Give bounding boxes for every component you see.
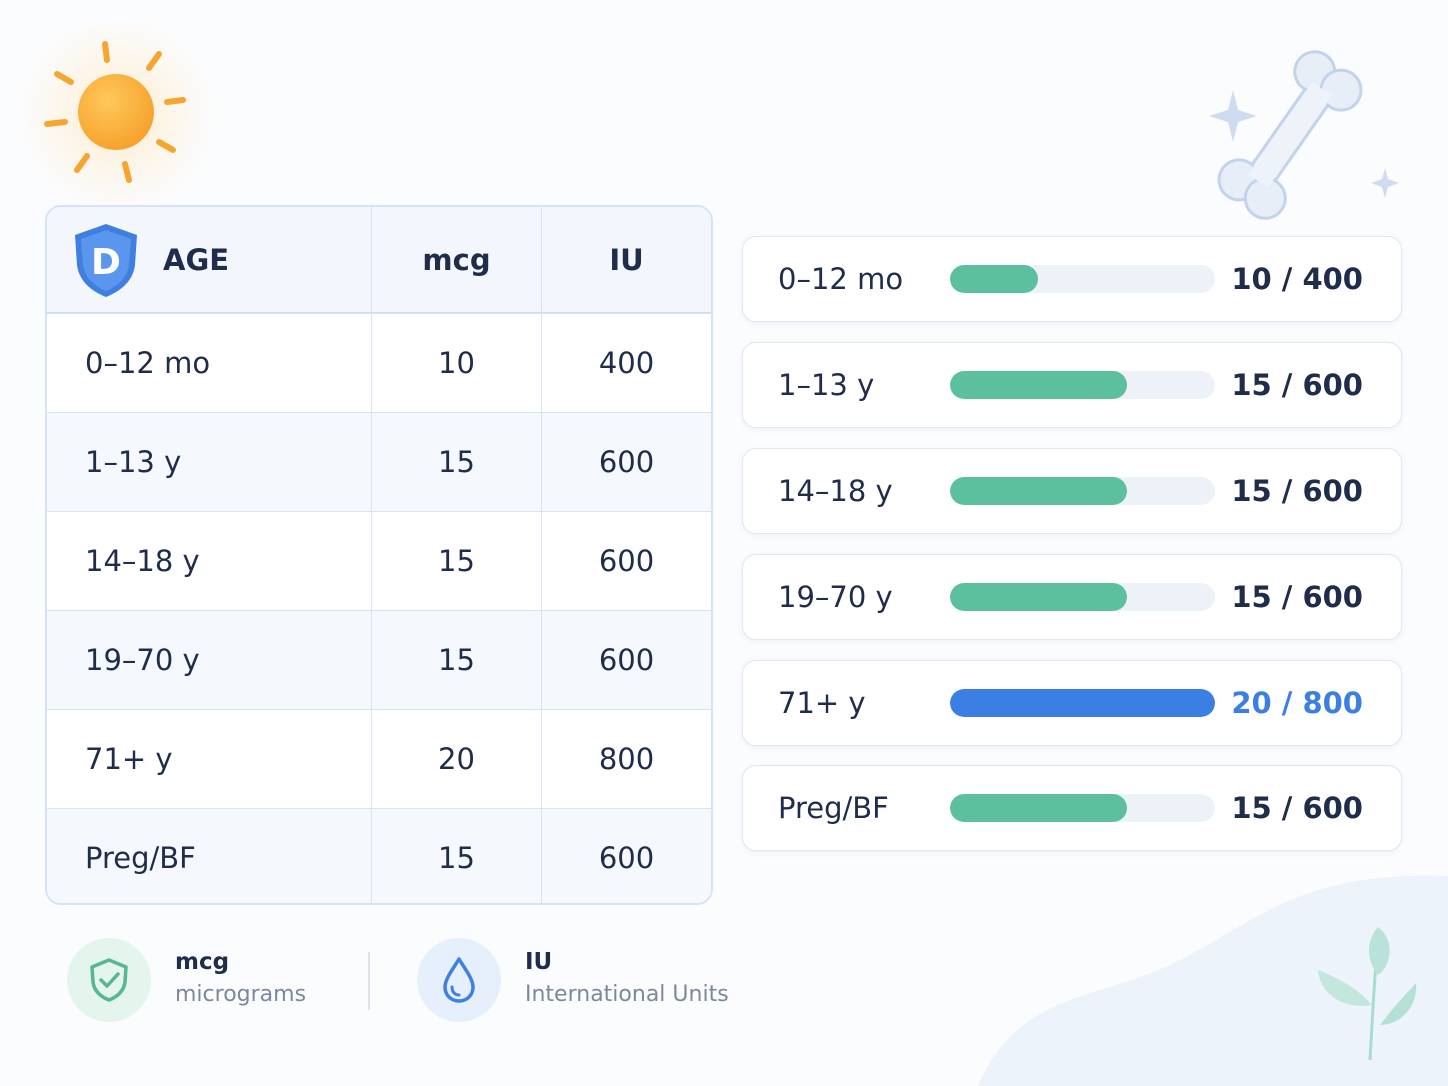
age-header-label: AGE: [163, 242, 230, 277]
bar-fill: [950, 265, 1039, 293]
droplet-icon: [443, 957, 475, 1003]
bar-card: 0–12 mo 10 / 400: [742, 236, 1402, 322]
mcg-cell: 15: [372, 512, 542, 610]
leaf-icon: [1318, 927, 1417, 1061]
bar-track: [950, 371, 1215, 399]
bar-fill: [950, 477, 1127, 505]
table-row: 1–13 y 15 600: [47, 412, 711, 511]
dosage-table: D AGE mcg IU 0–12 mo 10 400 1–13 y 15 60…: [45, 205, 713, 905]
iu-cell: 600: [598, 643, 655, 677]
iu-cell: 600: [598, 445, 655, 479]
iu-cell: 600: [598, 841, 655, 875]
iu-cell: 400: [598, 346, 655, 380]
table-row: Preg/BF 15 600: [47, 808, 711, 903]
vitamin-d-shield-icon: D: [75, 223, 137, 297]
bar-card: 71+ y 20 / 800: [742, 660, 1402, 746]
mcg-cell: 15: [372, 611, 542, 709]
table-header-row: D AGE mcg IU: [47, 207, 711, 313]
sun-icon: [44, 41, 186, 183]
age-cell: 1–13 y: [47, 413, 372, 511]
bar-value: 15 / 600: [1231, 791, 1363, 825]
bar-fill: [950, 583, 1127, 611]
mcg-cell: 20: [372, 710, 542, 808]
mcg-cell: 15: [372, 413, 542, 511]
bar-label: Preg/BF: [778, 791, 889, 825]
sparkle-icon: [1371, 168, 1399, 198]
legend-iu-subtitle: International Units: [525, 982, 729, 1007]
bar-fill: [950, 689, 1215, 717]
age-cell: Preg/BF: [47, 809, 372, 903]
table-row: 19–70 y 15 600: [47, 610, 711, 709]
shield-check-icon: [90, 958, 128, 1002]
bar-value: 15 / 600: [1231, 580, 1363, 614]
bar-value: 15 / 600: [1231, 474, 1363, 508]
bone-icon: [1209, 50, 1399, 220]
mcg-cell: 15: [372, 809, 542, 903]
bar-fill: [950, 371, 1127, 399]
bar-card: Preg/BF 15 / 600: [742, 765, 1402, 851]
legend-iu-title: IU: [525, 949, 553, 975]
legend-mcg-title: mcg: [175, 949, 230, 975]
age-cell: 0–12 mo: [47, 314, 372, 412]
svg-text:D: D: [91, 242, 121, 283]
iu-cell: 600: [598, 544, 655, 578]
bar-track: [950, 477, 1215, 505]
bar-track: [950, 689, 1215, 717]
bar-label: 1–13 y: [778, 368, 875, 402]
legend-divider: [368, 952, 370, 1010]
bar-track: [950, 265, 1215, 293]
background-wave: [978, 875, 1448, 1086]
iu-cell: 800: [598, 742, 655, 776]
age-cell: 14–18 y: [47, 512, 372, 610]
mcg-cell: 10: [372, 314, 542, 412]
bar-track: [950, 794, 1215, 822]
bar-value: 15 / 600: [1231, 368, 1363, 402]
bar-card: 19–70 y 15 / 600: [742, 554, 1402, 640]
legend-mcg: mcg micrograms: [67, 938, 306, 1022]
bar-card: 14–18 y 15 / 600: [742, 448, 1402, 534]
bar-label: 0–12 mo: [778, 262, 904, 296]
legend-iu: IU International Units: [417, 938, 729, 1022]
age-cell: 19–70 y: [47, 611, 372, 709]
bar-fill: [950, 794, 1127, 822]
legend-iu-badge: [417, 938, 501, 1022]
sparkle-icon: [1209, 90, 1257, 142]
bar-label: 19–70 y: [778, 580, 893, 614]
bar-card: 1–13 y 15 / 600: [742, 342, 1402, 428]
bar-value: 20 / 800: [1231, 686, 1363, 720]
iu-column-header: IU: [609, 242, 644, 277]
table-row: 71+ y 20 800: [47, 709, 711, 808]
age-cell: 71+ y: [47, 710, 372, 808]
bar-value: 10 / 400: [1231, 262, 1363, 296]
age-column-header: D AGE: [47, 207, 372, 312]
bar-track: [950, 583, 1215, 611]
table-row: 14–18 y 15 600: [47, 511, 711, 610]
mcg-column-header: mcg: [372, 207, 542, 312]
bar-label: 71+ y: [778, 686, 866, 720]
bar-label: 14–18 y: [778, 474, 893, 508]
table-row: 0–12 mo 10 400: [47, 313, 711, 412]
legend-mcg-subtitle: micrograms: [175, 982, 307, 1007]
legend-mcg-badge: [67, 938, 151, 1022]
